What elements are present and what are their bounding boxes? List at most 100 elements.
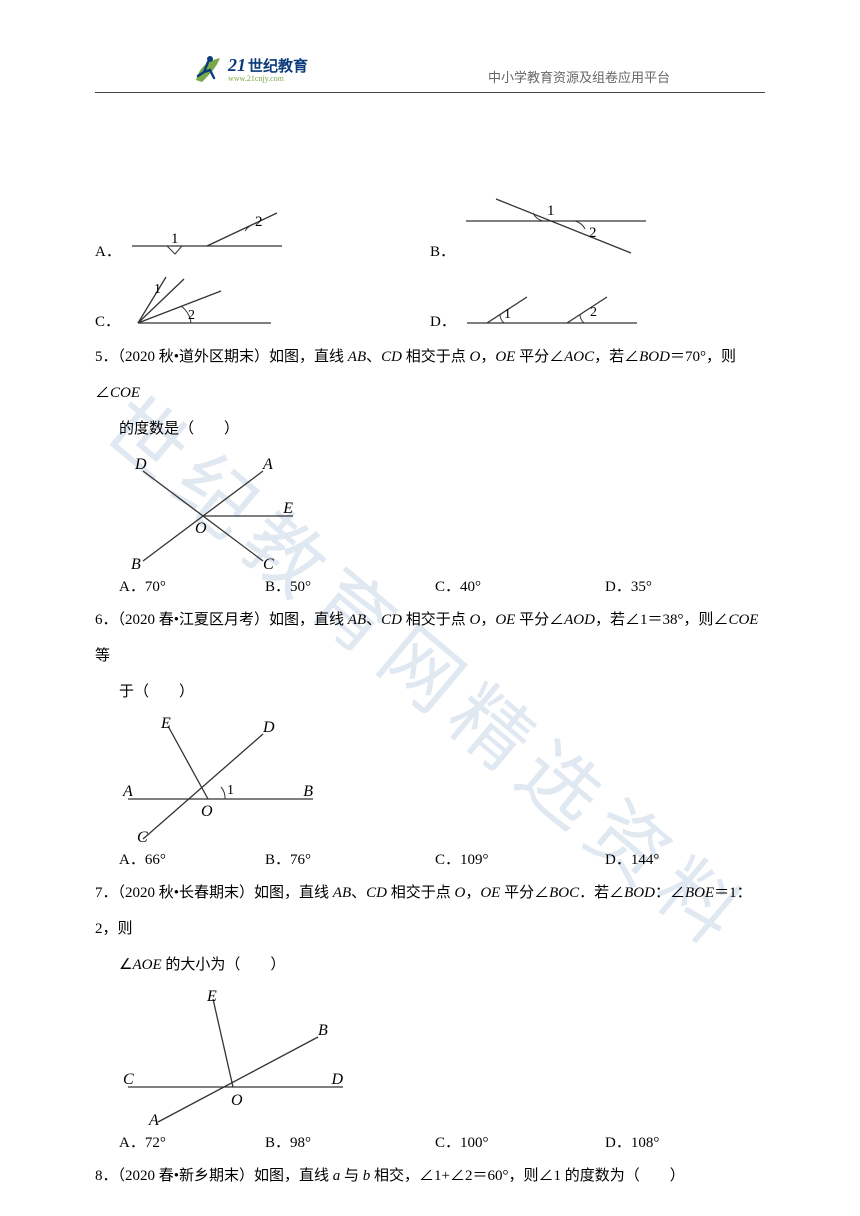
diagram-q5: D A B C E O xyxy=(113,451,303,571)
q6-m3: 平分∠ xyxy=(515,612,564,628)
question-6: 6．（2020 春•江夏区月考）如图，直线 AB、CD 相交于点 O，OE 平分… xyxy=(95,602,765,710)
q5-src: （2020 秋•道外区期末）如图，直线 xyxy=(118,349,348,365)
q5-CD: CD xyxy=(381,349,402,365)
svg-text:A: A xyxy=(148,1112,159,1127)
svg-text:C: C xyxy=(137,829,148,844)
q7-m5: ：∠ xyxy=(655,885,685,901)
q7-BOD: BOD xyxy=(624,885,655,901)
q5-OE: OE xyxy=(495,349,515,365)
q6-src: （2020 春•江夏区月考）如图，直线 xyxy=(118,612,348,628)
q7-l2a: ∠ xyxy=(95,957,132,973)
q6-CD: CD xyxy=(381,612,402,628)
svg-text:2: 2 xyxy=(255,214,263,230)
q7-num: 7． xyxy=(95,885,118,901)
svg-text:D: D xyxy=(134,456,147,473)
q5-C: C．40° xyxy=(435,575,605,596)
svg-text:O: O xyxy=(195,520,207,537)
q7-C: C．100° xyxy=(435,1131,605,1152)
diagram-option-A: 1 2 xyxy=(127,201,287,261)
q6-num: 6． xyxy=(95,612,118,628)
svg-text:1: 1 xyxy=(154,282,161,297)
content-area: A． 1 2 B． 1 2 C． xyxy=(95,191,765,1194)
q8-src: （2020 春•新乡期末）如图，直线 xyxy=(118,1168,333,1184)
q5-m1: 相交于点 xyxy=(402,349,470,365)
q6-AOD: AOD xyxy=(564,612,595,628)
svg-text:B: B xyxy=(318,1022,328,1039)
q5-num: 5． xyxy=(95,349,118,365)
logo-url: www.21cnjy.com xyxy=(228,75,308,83)
q6-choices: A．66° B．76° C．109° D．144° xyxy=(95,848,765,869)
q6-D: D．144° xyxy=(605,848,765,869)
diagram-q6: 1 A B E D C O xyxy=(113,714,323,844)
q5-D: D．35° xyxy=(605,575,765,596)
q5-m3: 平分∠ xyxy=(515,349,564,365)
q7-CD: CD xyxy=(366,885,387,901)
q7-BOE: BOE xyxy=(685,885,714,901)
svg-text:2: 2 xyxy=(590,305,597,320)
q5-m2: ， xyxy=(480,349,495,365)
svg-text:B: B xyxy=(131,556,141,571)
q6-C: C．109° xyxy=(435,848,605,869)
svg-text:D: D xyxy=(262,719,275,736)
diagram-option-D: 1 2 xyxy=(462,291,642,331)
q8-m2: 相交，∠1+∠2＝60°，则∠1 的度数为（ ） xyxy=(370,1168,684,1184)
q5-sep1: 、 xyxy=(366,349,381,365)
q5-AOC: AOC xyxy=(564,349,594,365)
svg-text:E: E xyxy=(282,500,293,517)
q8-m1: 与 xyxy=(340,1168,363,1184)
q6-sep: 、 xyxy=(366,612,381,628)
q6-AB: AB xyxy=(348,612,366,628)
q5-O: O xyxy=(469,349,480,365)
diagram-option-C: 1 2 xyxy=(126,273,276,331)
q6-m1: 相交于点 xyxy=(402,612,470,628)
q6-O: O xyxy=(469,612,480,628)
q7-choices: A．72° B．98° C．100° D．108° xyxy=(95,1131,765,1152)
q4-options-row2: C． 1 2 D． 1 2 xyxy=(95,273,765,331)
q6-A: A．66° xyxy=(95,848,265,869)
q7-O: O xyxy=(454,885,465,901)
svg-text:O: O xyxy=(201,803,213,820)
q7-src: （2020 秋•长春期末）如图，直线 xyxy=(118,885,333,901)
svg-text:B: B xyxy=(303,783,313,800)
logo-21: 21 xyxy=(228,56,246,74)
q4-options-row1: A． 1 2 B． 1 2 xyxy=(95,191,765,261)
svg-text:1: 1 xyxy=(547,203,555,219)
q5-m4: ，若∠ xyxy=(594,349,639,365)
q6-COE: COE xyxy=(728,612,758,628)
q8-num: 8． xyxy=(95,1168,118,1184)
q7-AB: AB xyxy=(333,885,351,901)
q7-OE: OE xyxy=(480,885,500,901)
q7-D: D．108° xyxy=(605,1131,765,1152)
svg-text:C: C xyxy=(123,1071,134,1088)
svg-text:D: D xyxy=(330,1071,343,1088)
page-number: 2 / 16 xyxy=(0,998,765,1012)
logo-text: 21 世纪教育 www.21cnjy.com xyxy=(228,56,308,83)
q7-m3: 平分∠ xyxy=(500,885,549,901)
option-A-label: A． xyxy=(95,240,121,261)
page-header: 21 世纪教育 www.21cnjy.com 中小学教育资源及组卷应用平台 xyxy=(95,52,765,93)
question-8: 8．（2020 春•新乡期末）如图，直线 a 与 b 相交，∠1+∠2＝60°，… xyxy=(95,1158,765,1194)
q5-BOD: BOD xyxy=(639,349,670,365)
logo-brand-name: 世纪教育 xyxy=(248,60,308,75)
q7-sep: 、 xyxy=(351,885,366,901)
diagram-option-B: 1 2 xyxy=(461,191,651,261)
q5-B: B．50° xyxy=(265,575,435,596)
q5-AB: AB xyxy=(348,349,366,365)
svg-text:1: 1 xyxy=(171,231,179,247)
logo: 21 世纪教育 www.21cnjy.com xyxy=(190,52,308,86)
q6-B: B．76° xyxy=(265,848,435,869)
svg-text:O: O xyxy=(231,1092,243,1109)
q6-m4: ，若∠1＝38°，则∠ xyxy=(595,612,729,628)
q5-COE: COE xyxy=(110,385,140,401)
question-5: 5．（2020 秋•道外区期末）如图，直线 AB、CD 相交于点 O，OE 平分… xyxy=(95,339,765,447)
svg-text:A: A xyxy=(262,456,273,473)
svg-text:2: 2 xyxy=(589,225,597,241)
q5-choices: A．70° B．50° C．40° D．35° xyxy=(95,575,765,596)
q7-BOC: BOC xyxy=(549,885,579,901)
q6-OE: OE xyxy=(495,612,515,628)
logo-runner-icon xyxy=(190,52,224,86)
option-C-label: C． xyxy=(95,310,120,331)
q7-A: A．72° xyxy=(95,1131,265,1152)
q7-AOE: AOE xyxy=(132,957,161,973)
header-platform-text: 中小学教育资源及组卷应用平台 xyxy=(488,67,670,86)
